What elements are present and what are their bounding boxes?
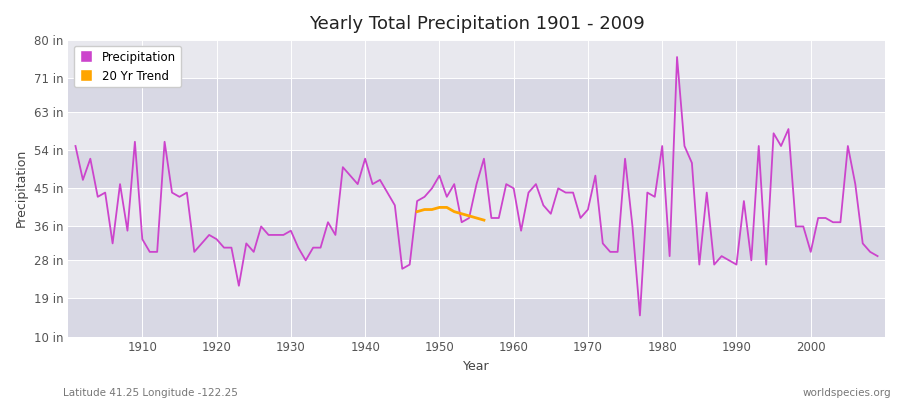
Precipitation: [634, 313, 645, 318]
Text: worldspecies.org: worldspecies.org: [803, 388, 891, 398]
Bar: [68, 260, 885, 298]
Precipitation: [500, 182, 511, 186]
Precipitation: [598, 241, 608, 246]
Bar: [68, 188, 885, 226]
Bar: [68, 78, 885, 112]
Bar: [68, 112, 885, 150]
Text: Latitude 41.25 Longitude -122.25: Latitude 41.25 Longitude -122.25: [63, 388, 238, 398]
Precipitation: [872, 254, 883, 258]
Precipitation: [338, 165, 348, 170]
Precipitation: [70, 144, 81, 148]
Bar: [68, 150, 885, 188]
Title: Yearly Total Precipitation 1901 - 2009: Yearly Total Precipitation 1901 - 2009: [309, 15, 644, 33]
20 Yr Trend: [441, 205, 452, 210]
Precipitation: [292, 245, 303, 250]
20 Yr Trend: [427, 207, 437, 212]
Legend: Precipitation, 20 Yr Trend: Precipitation, 20 Yr Trend: [74, 46, 181, 87]
20 Yr Trend: [434, 205, 445, 210]
Bar: [68, 40, 885, 78]
20 Yr Trend: [471, 216, 482, 220]
20 Yr Trend: [464, 214, 474, 218]
Precipitation: [671, 55, 682, 60]
Y-axis label: Precipitation: Precipitation: [15, 149, 28, 228]
Bar: [68, 298, 885, 336]
20 Yr Trend: [411, 209, 422, 214]
20 Yr Trend: [479, 218, 490, 222]
X-axis label: Year: Year: [464, 360, 490, 373]
Bar: [68, 226, 885, 260]
Precipitation: [508, 186, 519, 191]
20 Yr Trend: [449, 209, 460, 214]
20 Yr Trend: [419, 207, 430, 212]
Line: Precipitation: Precipitation: [76, 57, 878, 316]
Precipitation: [130, 139, 140, 144]
Line: 20 Yr Trend: 20 Yr Trend: [417, 208, 484, 220]
20 Yr Trend: [456, 211, 467, 216]
